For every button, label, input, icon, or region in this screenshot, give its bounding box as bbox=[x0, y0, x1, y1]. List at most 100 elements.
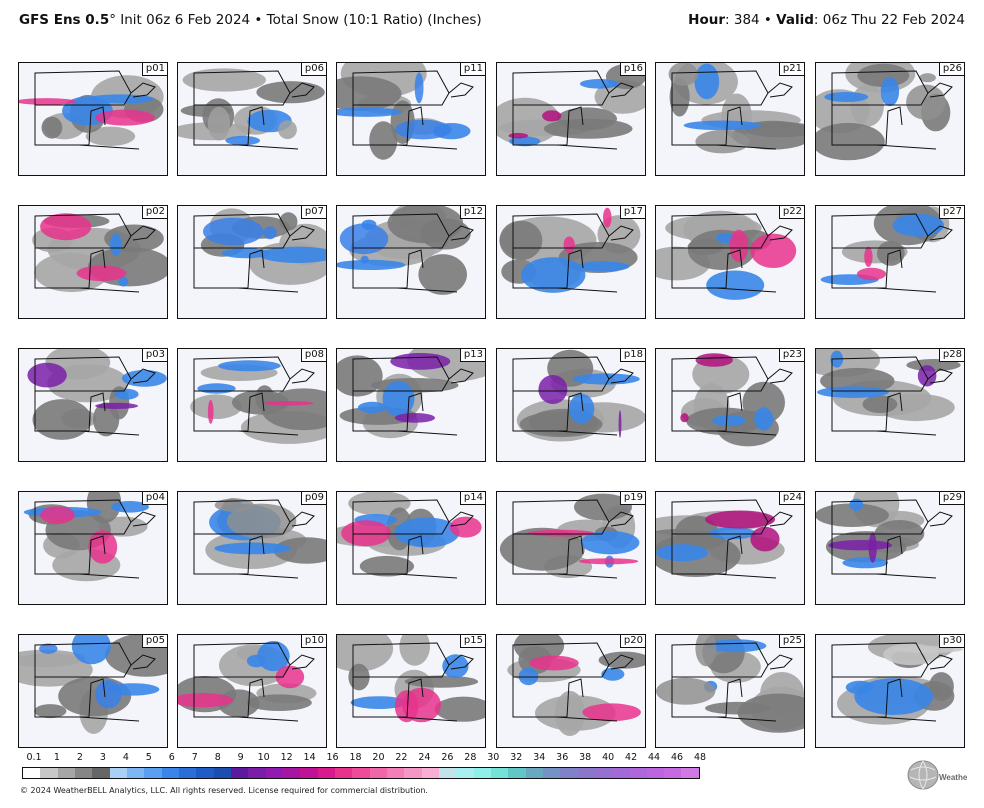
snow-contour bbox=[95, 402, 139, 409]
snow-contour bbox=[729, 229, 749, 262]
colorbar-tick: 30 bbox=[487, 752, 500, 763]
snowfall-map-p23 bbox=[671, 353, 793, 447]
member-label: p23 bbox=[778, 349, 804, 362]
member-label: p21 bbox=[778, 63, 804, 76]
state-boundaries bbox=[34, 70, 156, 150]
snow-contour bbox=[675, 515, 719, 549]
snow-contour bbox=[521, 257, 586, 293]
state-boundaries bbox=[671, 356, 793, 436]
snowfall-map-p22 bbox=[656, 210, 797, 300]
snow-contour bbox=[273, 537, 326, 564]
snow-contour bbox=[278, 120, 297, 140]
colorbar-swatch bbox=[421, 768, 439, 778]
snow-contour bbox=[337, 355, 383, 397]
colorbar-swatch bbox=[456, 768, 474, 778]
colorbar-tick: 48 bbox=[693, 752, 707, 763]
member-label: p29 bbox=[938, 492, 964, 505]
snow-contour bbox=[849, 498, 864, 511]
colorbar-swatch bbox=[577, 768, 595, 778]
state-boundaries bbox=[831, 70, 953, 150]
field-name: Total Snow (10:1 Ratio) (Inches) bbox=[266, 12, 482, 28]
snow-contour bbox=[694, 63, 720, 100]
weatherbell-globe-logo: WeatherBELL bbox=[907, 760, 967, 790]
member-label: p22 bbox=[778, 206, 804, 219]
state-boundaries bbox=[512, 213, 634, 293]
snow-contour bbox=[207, 106, 231, 141]
snow-contour bbox=[816, 122, 885, 161]
snow-contour bbox=[582, 703, 641, 722]
member-panel-p03: p03 bbox=[18, 348, 168, 462]
snow-contour bbox=[576, 261, 630, 272]
member-panel-p28: p28 bbox=[815, 348, 965, 462]
snow-contour bbox=[360, 255, 369, 264]
member-label: p11 bbox=[459, 63, 485, 76]
valid-time-header: Hour: 384 • Valid: 06z Thu 22 Feb 2024 bbox=[688, 12, 965, 28]
snow-contour bbox=[387, 206, 464, 244]
colorbar-swatch bbox=[126, 768, 145, 778]
snowfall-map-p10 bbox=[178, 641, 317, 722]
member-panel-p23: p23 bbox=[655, 348, 805, 462]
snow-contour bbox=[845, 680, 874, 694]
member-panel-p18: p18 bbox=[496, 348, 646, 462]
snow-contour bbox=[95, 680, 122, 709]
snow-contour bbox=[203, 217, 264, 246]
member-label: p26 bbox=[938, 63, 964, 76]
snow-contour bbox=[369, 121, 398, 160]
colorbar-swatch bbox=[196, 768, 214, 778]
snow-contour bbox=[705, 639, 767, 653]
snowfall-map-p05 bbox=[19, 635, 167, 734]
member-panel-p09: p09 bbox=[177, 491, 327, 605]
colorbar-tick: 5 bbox=[145, 752, 152, 763]
member-panel-p15: p15 bbox=[336, 634, 486, 748]
colorbar-tick: 2 bbox=[76, 752, 83, 763]
state-boundaries bbox=[352, 213, 474, 293]
snow-contour bbox=[712, 414, 746, 427]
hour-label: Hour bbox=[688, 12, 726, 28]
colorbar-tick: 28 bbox=[464, 752, 477, 763]
state-boundaries bbox=[193, 499, 315, 579]
snow-contour bbox=[114, 388, 139, 400]
snow-contour bbox=[232, 390, 289, 415]
snow-contour bbox=[390, 353, 451, 370]
snow-contour bbox=[382, 380, 415, 417]
snow-contour bbox=[669, 77, 690, 117]
state-boundaries bbox=[671, 642, 793, 722]
snow-contour bbox=[76, 265, 127, 282]
logo-text: WeatherBELL bbox=[939, 773, 967, 782]
state-boundaries bbox=[671, 499, 793, 579]
colorbar-swatch bbox=[594, 768, 613, 778]
snow-contour bbox=[695, 635, 717, 667]
snow-contour bbox=[110, 233, 122, 256]
member-label: p05 bbox=[141, 635, 167, 648]
snow-contour bbox=[95, 109, 155, 126]
state-boundaries bbox=[831, 213, 953, 293]
colorbar-tick: 20 bbox=[372, 752, 385, 763]
snow-contour bbox=[906, 84, 946, 120]
snow-contour bbox=[40, 213, 92, 241]
snow-contour bbox=[88, 530, 118, 564]
snow-contour bbox=[279, 212, 298, 231]
member-panel-p06: p06 bbox=[177, 62, 327, 176]
snow-contour bbox=[695, 353, 733, 367]
snow-contour bbox=[339, 223, 389, 255]
snow-contour bbox=[705, 510, 776, 529]
colorbar-swatch bbox=[265, 768, 283, 778]
colorbar-swatch bbox=[40, 768, 58, 778]
member-panel-p07: p07 bbox=[177, 205, 327, 319]
state-boundaries bbox=[831, 642, 953, 722]
colorbar-swatch bbox=[334, 768, 353, 778]
snow-contour bbox=[906, 359, 961, 372]
state-boundaries bbox=[193, 70, 315, 150]
member-label: p03 bbox=[141, 349, 167, 362]
snowfall-map-p14 bbox=[337, 492, 482, 579]
snow-contour bbox=[92, 402, 120, 437]
colorbar-swatch bbox=[352, 768, 370, 778]
snowfall-map-p18 bbox=[512, 349, 645, 442]
snow-contour bbox=[85, 126, 136, 146]
snow-contour bbox=[214, 542, 291, 555]
snow-contour bbox=[263, 226, 277, 240]
snowfall-map-p17 bbox=[499, 207, 641, 293]
member-panel-p11: p11 bbox=[336, 62, 486, 176]
map-title: GFS Ens 0.5° Init 06z 6 Feb 2024 • Total… bbox=[19, 12, 482, 28]
colorbar-swatch bbox=[369, 768, 387, 778]
